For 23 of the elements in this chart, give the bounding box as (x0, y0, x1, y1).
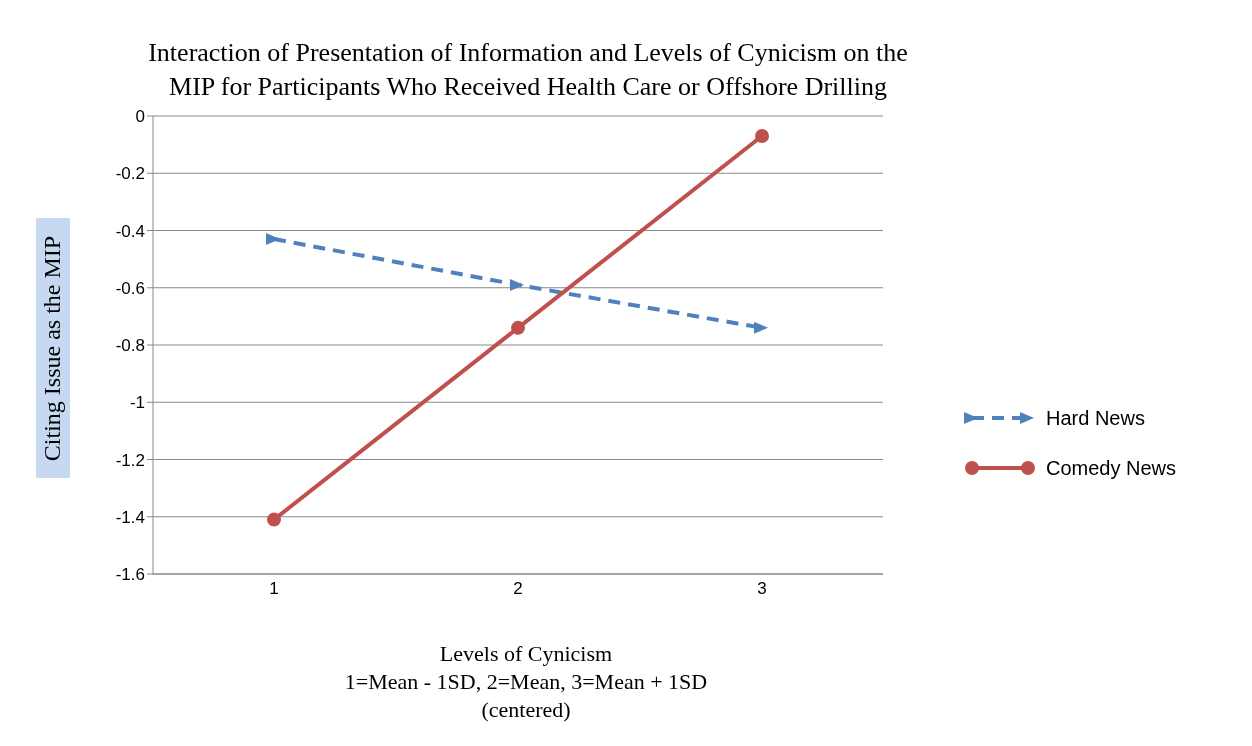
y-axis-title: Citing Issue as the MIP (39, 235, 67, 461)
y-tick-label: -1.2 (115, 450, 145, 470)
point (267, 512, 281, 527)
point (755, 129, 769, 144)
point (511, 320, 525, 335)
y-tick-label: -1.4 (115, 507, 145, 527)
chart-title: Interaction of Presentation of Information and Levels of Cynicism on the MIP for Participants Who Received Health Care or Offshore Drilling (147, 37, 909, 103)
y-tick-label: 0 (135, 107, 145, 127)
y-tick-label: -0.6 (115, 278, 145, 298)
legend-label: Comedy News (1046, 456, 1177, 480)
y-tick-label: -0.4 (115, 221, 145, 241)
x-tick-label: 3 (757, 579, 767, 599)
y-tick-label: -0.8 (115, 336, 145, 356)
x-axis-title: Levels of Cynicism 1=Mean - 1SD, 2=Mean, 3=Mean + 1SD (centered) (343, 640, 709, 724)
y-tick-label: -1.6 (115, 565, 145, 585)
point (266, 233, 280, 246)
point (754, 321, 768, 334)
x-tick-label: 2 (513, 579, 523, 599)
y-tick-label: -1 (129, 393, 145, 413)
legend-label: Hard News (1046, 406, 1145, 430)
point (510, 278, 524, 291)
x-tick-label: 1 (269, 579, 279, 599)
y-tick-label: -0.2 (115, 164, 145, 184)
